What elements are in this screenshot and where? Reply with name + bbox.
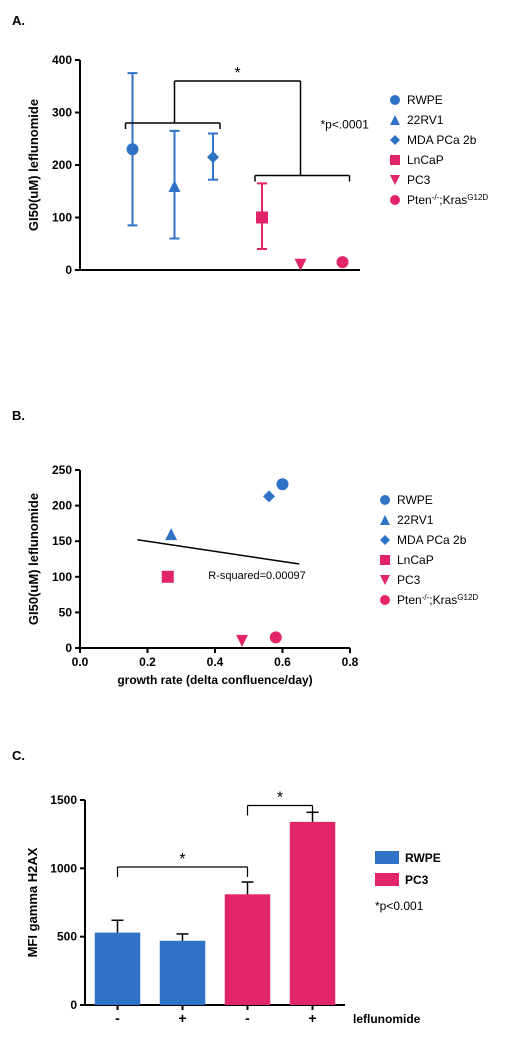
- svg-text:MDA PCa 2b: MDA PCa 2b: [397, 533, 467, 547]
- svg-text:RWPE: RWPE: [407, 93, 443, 107]
- bar: [290, 822, 336, 1005]
- svg-text:PC3: PC3: [397, 573, 421, 587]
- bar: [160, 941, 206, 1005]
- svg-text:150: 150: [52, 534, 72, 548]
- svg-text:-: -: [115, 1010, 120, 1026]
- bar: [95, 933, 141, 1005]
- svg-text:100: 100: [52, 211, 72, 225]
- figure-svg: A. 0 100 200 300 400 GI50(uM) leflunomide * *p<.…: [0, 0, 513, 1050]
- svg-text:0.8: 0.8: [342, 655, 359, 669]
- svg-text:leflunomide: leflunomide: [353, 1012, 421, 1026]
- bar: [225, 894, 271, 1005]
- legend: RWPE 22RV1 MDA PCa 2b LnCaP PC3 Pten-/-;KrasG…: [390, 93, 488, 207]
- svg-text:GI50(uM) leflunomide: GI50(uM) leflunomide: [26, 99, 41, 231]
- svg-text:+: +: [308, 1010, 316, 1026]
- svg-text:-: -: [245, 1010, 250, 1026]
- svg-text:0.0: 0.0: [72, 655, 89, 669]
- svg-text:*: *: [179, 851, 185, 868]
- svg-text:*p<0.001: *p<0.001: [375, 899, 424, 913]
- figure: A. 0 100 200 300 400 GI50(uM) leflunomide * *p<.…: [0, 0, 513, 1050]
- svg-text:Pten-/-;KrasG12D: Pten-/-;KrasG12D: [397, 593, 478, 607]
- svg-text:250: 250: [52, 463, 72, 477]
- svg-text:0: 0: [65, 263, 72, 277]
- svg-text:22RV1: 22RV1: [407, 113, 444, 127]
- svg-text:growth rate (delta confluence/: growth rate (delta confluence/day): [117, 673, 312, 687]
- svg-text:PC3: PC3: [407, 173, 431, 187]
- svg-text:400: 400: [52, 53, 72, 67]
- panel-b-label: B.: [12, 408, 25, 423]
- svg-text:R-squared=0.00097: R-squared=0.00097: [208, 570, 306, 582]
- svg-text:0.6: 0.6: [274, 655, 291, 669]
- svg-text:PC3: PC3: [405, 873, 429, 887]
- svg-text:0: 0: [65, 641, 72, 655]
- svg-text:0.2: 0.2: [139, 655, 156, 669]
- svg-text:Pten-/-;KrasG12D: Pten-/-;KrasG12D: [407, 193, 488, 207]
- svg-text:*: *: [234, 65, 240, 82]
- svg-text:RWPE: RWPE: [397, 493, 433, 507]
- panel-c-label: C.: [12, 748, 25, 763]
- svg-text:LnCaP: LnCaP: [407, 153, 444, 167]
- svg-text:LnCaP: LnCaP: [397, 553, 434, 567]
- svg-text:GI50(uM) leflunomide: GI50(uM) leflunomide: [26, 493, 41, 625]
- svg-text:100: 100: [52, 570, 72, 584]
- panel-a-label: A.: [12, 13, 25, 28]
- svg-text:MFI gamma H2AX: MFI gamma H2AX: [25, 847, 40, 957]
- svg-text:*p<.0001: *p<.0001: [321, 117, 370, 131]
- svg-text:+: +: [178, 1010, 186, 1026]
- svg-text:RWPE: RWPE: [405, 851, 441, 865]
- svg-text:22RV1: 22RV1: [397, 513, 434, 527]
- svg-text:0.4: 0.4: [207, 655, 224, 669]
- svg-text:200: 200: [52, 499, 72, 513]
- svg-text:MDA PCa 2b: MDA PCa 2b: [407, 133, 477, 147]
- svg-text:300: 300: [52, 106, 72, 120]
- svg-text:0: 0: [70, 998, 77, 1012]
- svg-text:1000: 1000: [50, 861, 77, 875]
- legend: RWPE 22RV1 MDA PCa 2b LnCaP PC3 Pten-/-;KrasG…: [380, 493, 478, 607]
- svg-text:200: 200: [52, 158, 72, 172]
- svg-text:*: *: [277, 789, 283, 806]
- svg-text:50: 50: [59, 605, 73, 619]
- svg-text:500: 500: [57, 930, 77, 944]
- svg-text:1500: 1500: [50, 793, 77, 807]
